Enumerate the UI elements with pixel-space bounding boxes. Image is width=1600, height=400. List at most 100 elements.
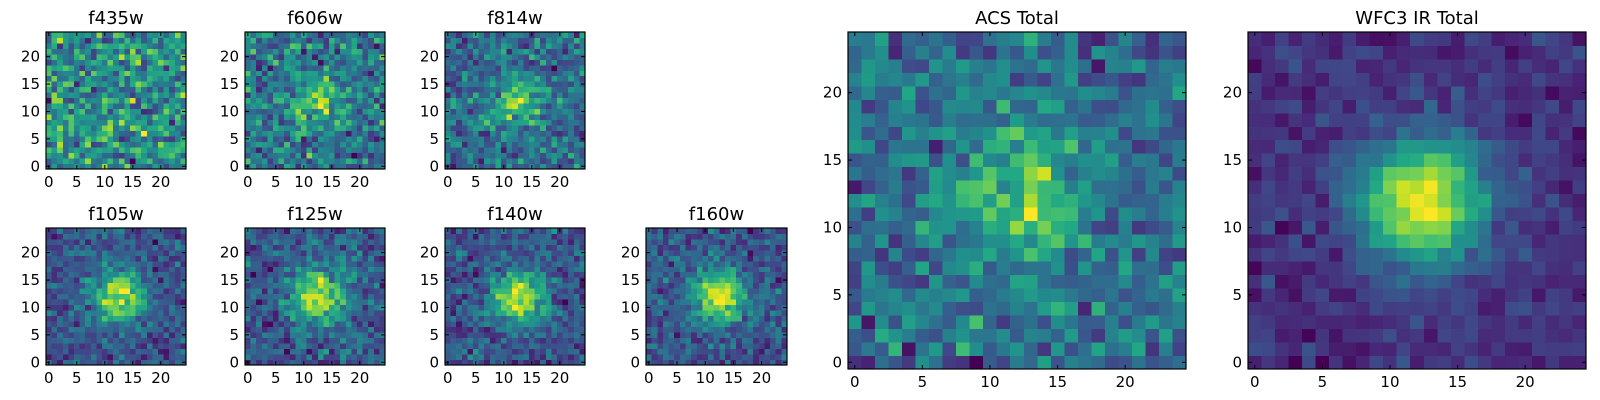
heatmap-cell: [730, 282, 737, 289]
heatmap-cell: [102, 70, 108, 77]
heatmap-cell: [306, 228, 313, 234]
heatmap-cell: [323, 244, 330, 251]
heatmap-cell: [107, 64, 114, 71]
heatmap-cell: [523, 310, 530, 317]
heatmap-cell: [273, 92, 279, 99]
heatmap-cell: [983, 274, 998, 289]
heatmap-cell: [942, 288, 957, 302]
heatmap-cell: [747, 326, 754, 333]
heatmap-cell: [146, 37, 153, 44]
heatmap-cell: [473, 147, 479, 153]
heatmap-cell: [562, 304, 569, 311]
heatmap-cell: [135, 332, 142, 338]
heatmap-cell: [278, 293, 285, 300]
heatmap-cell: [775, 249, 782, 256]
heatmap-cell: [245, 310, 251, 317]
heatmap-cell: [312, 332, 319, 338]
heatmap-cell: [118, 255, 125, 262]
heatmap-cell: [534, 260, 541, 267]
heatmap-cell: [1158, 342, 1173, 356]
heatmap-cell: [118, 130, 125, 137]
heatmap-cell: [62, 244, 69, 251]
heatmap-cell: [467, 147, 474, 153]
heatmap-cell: [278, 249, 285, 256]
heatmap-cell: [450, 37, 457, 44]
heatmap-cell: [473, 299, 479, 306]
heatmap-cell: [141, 271, 148, 278]
heatmap-cell: [85, 147, 92, 153]
y-tick-label: 20: [621, 244, 640, 262]
heatmap-cell: [379, 59, 386, 66]
heatmap-cell: [758, 249, 765, 256]
heatmap-cell: [301, 81, 307, 88]
heatmap-cell: [329, 249, 335, 256]
heatmap-cell: [267, 37, 274, 44]
heatmap-cell: [130, 348, 136, 355]
heatmap-cell: [456, 238, 463, 245]
heatmap-cell: [506, 136, 513, 142]
heatmap-cell: [473, 42, 479, 49]
heatmap-cell: [848, 166, 862, 181]
heatmap-cell: [68, 130, 75, 137]
heatmap-cell: [340, 97, 347, 104]
heatmap-cell: [1131, 288, 1146, 302]
heatmap-cell: [529, 326, 535, 333]
heatmap-cell: [368, 136, 375, 142]
heatmap-cell: [74, 92, 80, 99]
heatmap-cell: [357, 59, 363, 66]
heatmap-cell: [334, 354, 341, 360]
heatmap-cell: [668, 255, 675, 262]
heatmap-cell: [96, 158, 103, 164]
heatmap-cell: [180, 103, 187, 110]
heatmap-cell: [484, 119, 491, 126]
heatmap-cell: [68, 315, 75, 322]
heatmap-cell: [368, 147, 375, 153]
heatmap-cell: [674, 315, 681, 322]
heatmap-cell: [256, 53, 263, 60]
heatmap-cell: [124, 249, 131, 256]
heatmap-cell: [674, 266, 681, 273]
heatmap-cell: [1077, 328, 1092, 343]
heatmap-cell: [357, 108, 363, 115]
heatmap-cell: [875, 247, 889, 262]
heatmap-cell: [130, 70, 136, 77]
heatmap-cell: [90, 53, 97, 60]
heatmap-cell: [113, 271, 120, 278]
heatmap-cell: [169, 81, 176, 88]
heatmap-cell: [51, 70, 58, 77]
heatmap-cell: [562, 354, 569, 360]
heatmap-cell: [996, 315, 1011, 329]
heatmap-cell: [90, 147, 97, 153]
heatmap-cell: [329, 233, 335, 240]
heatmap-cell: [362, 354, 369, 360]
heatmap-cell: [62, 163, 69, 170]
heatmap-cell: [163, 266, 170, 273]
heatmap-cell: [96, 92, 103, 99]
heatmap-cell: [323, 321, 330, 328]
heatmap-cell: [284, 255, 291, 262]
heatmap-cell: [174, 233, 181, 240]
heatmap-cell: [295, 130, 302, 137]
heatmap-cell: [545, 293, 552, 300]
heatmap-cell: [68, 343, 75, 349]
heatmap-cell: [956, 153, 971, 168]
heatmap-cell: [334, 48, 341, 55]
heatmap-cell: [579, 48, 586, 55]
heatmap-cell: [545, 321, 552, 328]
heatmap-cell: [107, 32, 114, 38]
heatmap-cell: [295, 315, 302, 322]
heatmap-cell: [124, 359, 131, 366]
heatmap-cell: [102, 86, 108, 93]
heatmap-cell: [267, 163, 274, 170]
heatmap-cell: [573, 59, 580, 66]
heatmap-cell: [113, 255, 120, 262]
heatmap-cell: [152, 37, 159, 44]
heatmap-cell: [57, 125, 64, 132]
heatmap-cell: [1145, 220, 1160, 235]
heatmap-cell: [163, 299, 170, 306]
heatmap-cell: [467, 86, 474, 93]
heatmap-cell: [781, 315, 788, 322]
heatmap-cell: [312, 70, 319, 77]
heatmap-cell: [267, 136, 274, 142]
heatmap-cell: [85, 288, 92, 295]
